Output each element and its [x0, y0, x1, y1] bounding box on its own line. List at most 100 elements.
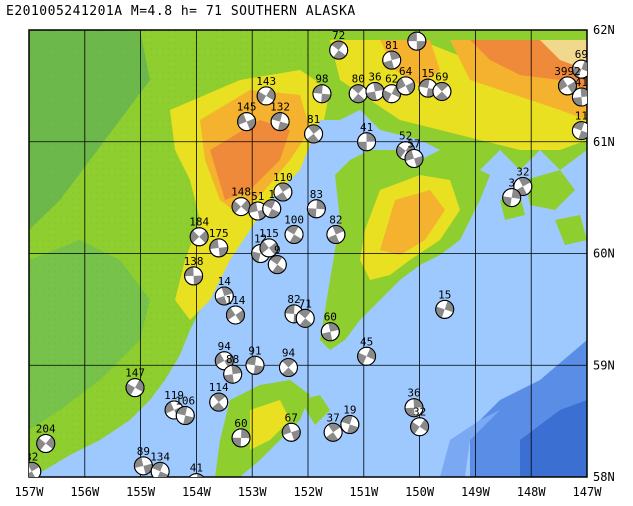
depth-label: 83 — [310, 188, 323, 201]
latitude-labels: 62N 61N 60N 59N 58N — [593, 23, 615, 484]
depth-label: 1 — [268, 188, 275, 201]
beachball-outline — [125, 378, 145, 398]
beachball-quadrant — [306, 133, 320, 143]
beachball-quadrant — [266, 88, 276, 101]
depth-label: 62 — [385, 73, 398, 86]
beachball-quadrant — [215, 352, 225, 366]
beachball-quadrant — [419, 79, 430, 89]
beachball-quadrant — [419, 419, 429, 432]
beachball-outline — [209, 238, 229, 258]
focal-mechanism: 3992 — [554, 65, 581, 96]
beachball-quadrant — [298, 309, 311, 319]
depth-label: 204 — [36, 422, 56, 435]
beachball-quadrant — [307, 208, 317, 218]
beachball-quadrant — [251, 251, 261, 263]
beachball-quadrant — [282, 367, 295, 377]
beachball-quadrant — [407, 32, 417, 42]
beachball-outline — [435, 299, 455, 319]
latitude-label: 62N — [593, 23, 615, 37]
depth-label: 110 — [273, 171, 293, 184]
depth-label: 15 — [421, 67, 434, 80]
focal-mechanism: 132 — [270, 101, 290, 132]
focal-mechanism: 15 — [435, 288, 455, 319]
depth-label: 15 — [438, 288, 451, 301]
beachball-outline — [326, 225, 346, 245]
focal-mechanism: 19 — [340, 403, 360, 434]
depth-label: 81 — [385, 39, 398, 52]
beachball-outline — [225, 305, 245, 325]
beachball-outline — [259, 238, 279, 258]
beachball-quadrant — [135, 379, 145, 392]
beachball-quadrant — [581, 60, 587, 72]
beachball-outline — [273, 182, 293, 202]
beachball-outline — [557, 76, 577, 96]
longitude-label: 149W — [461, 485, 491, 499]
depth-label: 60 — [324, 311, 337, 324]
focal-mechanism: 41 — [357, 121, 377, 152]
beachball-outline — [502, 188, 522, 208]
depth-label: 19 — [343, 403, 356, 416]
beachball-quadrant — [197, 473, 204, 477]
beachball-outline — [382, 50, 402, 70]
beachball-quadrant — [308, 124, 321, 134]
depth-label: 11 — [575, 110, 588, 123]
depth-label: 114 — [226, 294, 246, 307]
beachball-quadrant — [29, 471, 36, 477]
longitude-label: 155W — [126, 485, 156, 499]
depth-label: 36 — [368, 70, 381, 83]
beachball-outline — [571, 121, 587, 141]
beachball-quadrant — [235, 309, 245, 323]
longitude-label: 151W — [349, 485, 379, 499]
beachball-outline — [407, 31, 427, 51]
depth-label: 143 — [256, 75, 276, 88]
focal-mechanism: 60 — [320, 311, 340, 342]
longitude-label: 156W — [70, 485, 100, 499]
focal-mechanism: 88 — [223, 353, 243, 384]
beachball-quadrant — [289, 234, 302, 244]
beachball-quadrant — [267, 208, 280, 218]
focal-mechanism: 64 — [396, 65, 416, 96]
beachball-quadrant — [558, 78, 568, 91]
depth-label: 98 — [315, 73, 328, 86]
beachball-outline — [404, 398, 424, 418]
depth-label: 147 — [125, 367, 145, 380]
beachball-quadrant — [366, 91, 377, 101]
depth-label: 91 — [248, 344, 261, 357]
focal-mechanism: 32 — [29, 450, 42, 477]
beachball-quadrant — [277, 183, 291, 193]
focal-mechanism: 83 — [306, 188, 326, 219]
focal-mechanism: 204 — [36, 422, 56, 453]
focal-mechanism: 138 — [184, 255, 204, 286]
focal-mechanism: 94 — [214, 340, 234, 371]
depth-label: 138 — [184, 255, 204, 268]
focal-mechanism: 81 — [304, 113, 324, 144]
latitude-label: 60N — [593, 247, 615, 261]
depth-label: 94 — [282, 346, 296, 359]
depth-label: 106 — [175, 395, 195, 408]
beachball-quadrant — [143, 463, 153, 475]
focal-mechanism: 114 — [209, 381, 229, 412]
depth-label: 64 — [399, 65, 413, 78]
focal-mechanism: 184 — [189, 216, 209, 247]
beachball-outline — [29, 461, 42, 477]
depth-label: 57 — [407, 138, 420, 151]
depth-label: 88 — [226, 353, 239, 366]
focal-mechanism: 41 — [188, 462, 205, 477]
beachball-quadrant — [373, 82, 384, 92]
focal-mechanism: 14 — [214, 275, 234, 306]
beachball-outline — [278, 357, 298, 377]
beachball-quadrant — [327, 423, 341, 433]
focal-mechanism: 93 — [407, 30, 427, 51]
focal-mechanism: 72 — [329, 30, 349, 60]
beachball-quadrant — [241, 199, 251, 213]
beachball-outline — [304, 124, 324, 144]
beachball-quadrant — [259, 240, 269, 254]
depth-label: 69 — [435, 70, 448, 83]
beachball-quadrant — [272, 264, 285, 274]
focal-mechanism: 3 — [502, 177, 522, 208]
depth-label: 37 — [326, 411, 339, 424]
beachball-outline — [320, 322, 340, 342]
beachball-outline — [237, 112, 257, 132]
depth-label: 148 — [231, 186, 251, 199]
